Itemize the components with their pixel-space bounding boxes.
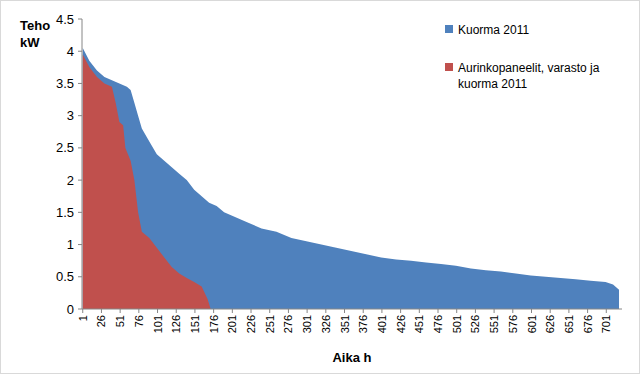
x-tick bbox=[494, 309, 495, 313]
x-tick bbox=[251, 309, 252, 313]
x-tick-label: 576 bbox=[507, 315, 519, 333]
x-tick bbox=[568, 309, 569, 313]
y-tick-label: 1.5 bbox=[56, 205, 74, 220]
x-tick-label: 651 bbox=[563, 315, 575, 333]
x-tick-label: 601 bbox=[526, 315, 538, 333]
y-tick bbox=[78, 83, 82, 84]
x-tick bbox=[232, 309, 233, 313]
legend-label: Kuorma 2011 bbox=[458, 23, 529, 37]
x-tick bbox=[120, 309, 121, 313]
y-tick-label: 0.5 bbox=[56, 269, 74, 284]
x-tick bbox=[157, 309, 158, 313]
legend-label: Aurinkopaneelit, varasto jakuorma 2011 bbox=[458, 61, 600, 91]
y-tick bbox=[78, 244, 82, 245]
x-tick-label: 301 bbox=[301, 315, 313, 333]
x-tick-label: 526 bbox=[469, 315, 481, 333]
x-tick-label: 151 bbox=[189, 315, 201, 333]
x-tick bbox=[213, 309, 214, 313]
x-tick-label: 201 bbox=[226, 315, 238, 333]
x-tick-label: 426 bbox=[395, 315, 407, 333]
x-tick-label: 501 bbox=[451, 315, 463, 333]
x-tick bbox=[550, 309, 551, 313]
x-tick bbox=[138, 309, 139, 313]
x-tick bbox=[400, 309, 401, 313]
x-tick-label: 76 bbox=[133, 315, 145, 327]
x-tick bbox=[194, 309, 195, 313]
x-tick-label: 551 bbox=[488, 315, 500, 333]
y-tick-label: 3.5 bbox=[56, 76, 74, 91]
y-tick-label: 2 bbox=[67, 173, 74, 188]
x-tick-label: 351 bbox=[339, 315, 351, 333]
x-tick-label: 176 bbox=[208, 315, 220, 333]
x-tick bbox=[419, 309, 420, 313]
x-tick-label: 276 bbox=[282, 315, 294, 333]
x-tick bbox=[475, 309, 476, 313]
x-tick bbox=[82, 309, 83, 313]
y-tick bbox=[78, 51, 82, 52]
legend-swatch bbox=[445, 63, 453, 71]
x-tick bbox=[456, 309, 457, 313]
series-area bbox=[83, 54, 211, 309]
x-tick-label: 51 bbox=[114, 315, 126, 327]
y-tick bbox=[78, 147, 82, 148]
y-tick-label: 4.5 bbox=[56, 12, 74, 27]
y-tick bbox=[78, 212, 82, 213]
y-tick-label: 1 bbox=[67, 237, 74, 252]
x-tick-label: 401 bbox=[376, 315, 388, 333]
y-tick-label: 2.5 bbox=[56, 140, 74, 155]
x-tick-label: 226 bbox=[245, 315, 257, 333]
x-tick-label: 326 bbox=[320, 315, 332, 333]
x-tick bbox=[512, 309, 513, 313]
chart: 00.511.522.533.544.512651761011261511762… bbox=[0, 0, 640, 374]
x-tick bbox=[587, 309, 588, 313]
x-tick bbox=[176, 309, 177, 313]
x-tick bbox=[269, 309, 270, 313]
x-tick-label: 476 bbox=[432, 315, 444, 333]
x-tick-label: 376 bbox=[357, 315, 369, 333]
series-area bbox=[83, 48, 619, 309]
x-tick bbox=[606, 309, 607, 313]
x-tick-label: 126 bbox=[170, 315, 182, 333]
x-tick bbox=[288, 309, 289, 313]
x-tick bbox=[381, 309, 382, 313]
chart-frame bbox=[1, 1, 640, 374]
x-tick-label: 701 bbox=[600, 315, 612, 333]
y-tick-label: 3 bbox=[67, 108, 74, 123]
x-tick-label: 1 bbox=[77, 315, 89, 321]
x-tick-label: 26 bbox=[95, 315, 107, 327]
y-tick-label: 0 bbox=[67, 302, 74, 317]
x-tick bbox=[438, 309, 439, 313]
plot-area bbox=[83, 48, 619, 309]
x-tick-label: 451 bbox=[413, 315, 425, 333]
x-tick bbox=[344, 309, 345, 313]
x-tick-label: 101 bbox=[152, 315, 164, 333]
x-tick bbox=[531, 309, 532, 313]
x-axis-title: Aika h bbox=[332, 350, 371, 365]
y-tick bbox=[78, 180, 82, 181]
x-tick bbox=[325, 309, 326, 313]
legend-swatch bbox=[445, 25, 453, 33]
x-tick-label: 251 bbox=[264, 315, 276, 333]
y-tick-label: 4 bbox=[67, 44, 74, 59]
x-tick bbox=[363, 309, 364, 313]
x-tick-label: 626 bbox=[544, 315, 556, 333]
y-tick bbox=[78, 19, 82, 20]
x-tick bbox=[307, 309, 308, 313]
y-axis-title: TehokW bbox=[20, 18, 50, 50]
x-tick-label: 676 bbox=[582, 315, 594, 333]
x-tick bbox=[101, 309, 102, 313]
y-tick bbox=[78, 276, 82, 277]
y-tick bbox=[78, 115, 82, 116]
y-tick bbox=[78, 309, 82, 310]
y-axis bbox=[82, 19, 83, 309]
x-axis bbox=[82, 309, 622, 310]
